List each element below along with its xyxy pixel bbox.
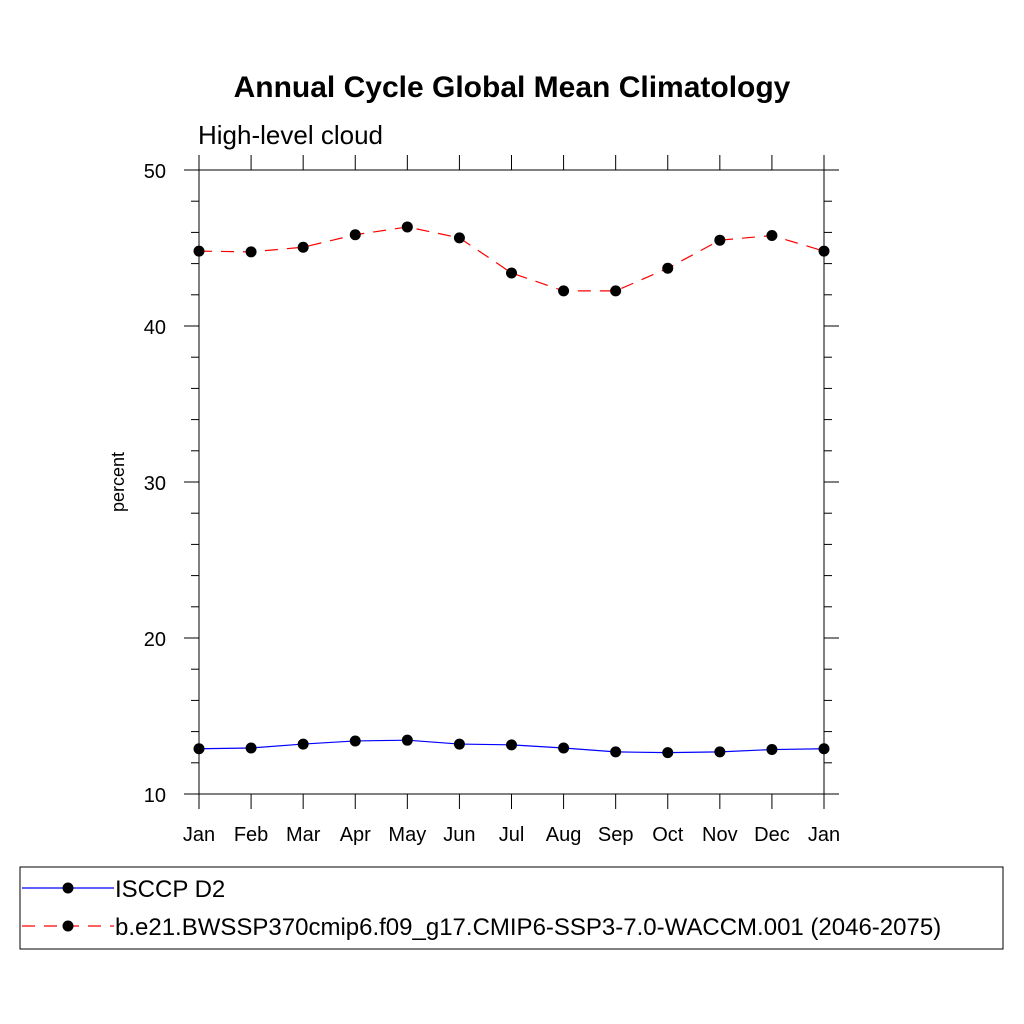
data-point [610, 285, 622, 297]
x-tick-label: Feb [234, 824, 268, 846]
data-point [349, 229, 361, 241]
legend-marker-isccp [62, 882, 74, 894]
data-point [558, 742, 570, 754]
series-line-1 [198, 226, 825, 292]
data-point [401, 221, 413, 233]
x-tick-label: Jan [183, 824, 215, 846]
data-point [766, 230, 778, 242]
data-point [297, 738, 309, 750]
x-tick-label: Apr [340, 824, 371, 846]
data-point [558, 285, 570, 297]
legend-entry-isccp: ISCCP D2 [22, 876, 225, 903]
data-point [818, 743, 830, 755]
axis-ticks: Jan Feb Mar Apr May Jun Jul Aug Sep Oct Nov Dec Jan 1… [144, 155, 840, 846]
data-point [818, 245, 830, 257]
data-point [662, 262, 674, 274]
plot-frame [198, 169, 825, 795]
data-point [401, 734, 413, 746]
x-tick-label: Sep [598, 824, 634, 846]
legend: ISCCP D2 b.e21.BWSSP370cmip6.f09_g17.CMI… [19, 866, 1004, 950]
series-layer [193, 221, 830, 759]
x-tick-label: May [388, 824, 426, 846]
data-point [193, 743, 205, 755]
legend-entry-model: b.e21.BWSSP370cmip6.f09_g17.CMIP6-SSP3-7… [22, 914, 941, 941]
y-tick-label: 30 [144, 473, 166, 495]
x-tick-label: Mar [286, 824, 321, 846]
data-point [506, 739, 517, 751]
x-tick-label: Dec [754, 824, 790, 846]
data-point [453, 738, 465, 750]
legend-marker-model [62, 920, 74, 932]
x-tick-label: Aug [546, 824, 582, 846]
x-tick-label: Oct [652, 824, 684, 846]
data-point [766, 744, 778, 756]
x-tick-label: Nov [702, 824, 738, 846]
y-tick-label: 20 [144, 629, 166, 651]
legend-label-model: b.e21.BWSSP370cmip6.f09_g17.CMIP6-SSP3-7… [115, 914, 941, 941]
data-point [714, 234, 726, 246]
chart-title: Annual Cycle Global Mean Climatology [234, 71, 791, 104]
chart-subtitle: High-level cloud [198, 120, 383, 150]
x-tick-label: Jun [443, 824, 475, 846]
y-tick-label: 10 [144, 785, 166, 807]
data-point [193, 245, 205, 257]
data-point [453, 232, 465, 244]
legend-label-isccp: ISCCP D2 [115, 876, 225, 903]
y-tick-label: 50 [144, 161, 166, 183]
legend-box [19, 866, 1004, 950]
data-point [297, 241, 309, 253]
x-tick-label: Jul [499, 824, 525, 846]
x-tick-label: Jan [808, 824, 840, 846]
data-point [662, 747, 674, 759]
y-tick-label: 40 [144, 317, 166, 339]
data-point [245, 742, 257, 754]
plot-border [198, 169, 825, 795]
data-point [610, 746, 622, 758]
data-point [506, 267, 517, 279]
data-point [245, 246, 257, 258]
data-point [714, 746, 726, 758]
data-point [349, 735, 361, 747]
y-axis-label: percent [108, 452, 128, 512]
